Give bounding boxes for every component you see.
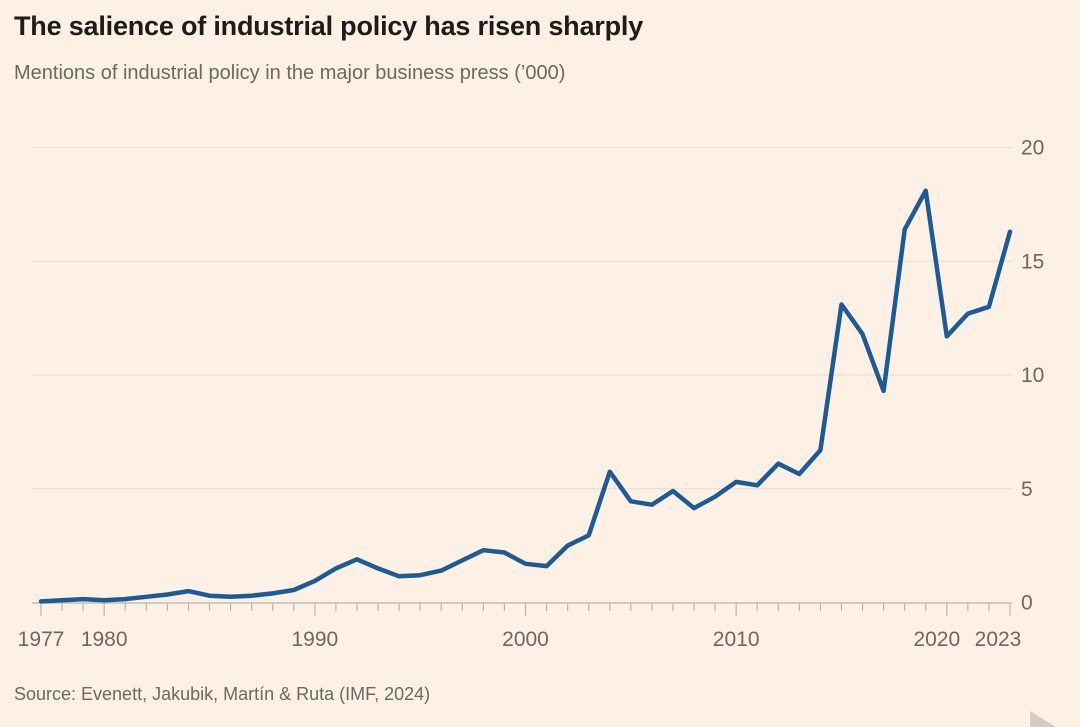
x-axis-tick-label: 1990: [291, 628, 338, 651]
chart-subtitle: Mentions of industrial policy in the maj…: [14, 62, 566, 84]
y-axis-tick-label: 5: [1021, 478, 1033, 501]
y-axis-tick-label: 20: [1021, 137, 1044, 160]
x-axis-tick-label: 2010: [713, 628, 760, 651]
y-axis-tick-label: 15: [1021, 250, 1044, 273]
y-axis-tick-label: 10: [1021, 364, 1044, 387]
x-axis-tick-label: 1980: [81, 628, 128, 651]
x-axis-tick-label: 2000: [502, 628, 549, 651]
x-axis-tick-label: 2023: [975, 628, 1022, 651]
chart-title: The salience of industrial policy has ri…: [14, 11, 644, 41]
x-axis-tick-label: 2020: [913, 628, 960, 651]
y-axis-tick-label: 0: [1021, 592, 1033, 615]
x-axis-tick-label: 1977: [18, 628, 65, 651]
source-note: Source: Evenett, Jakubik, Martín & Ruta …: [14, 684, 431, 704]
industrial-policy-mentions-line: [38, 188, 1013, 604]
